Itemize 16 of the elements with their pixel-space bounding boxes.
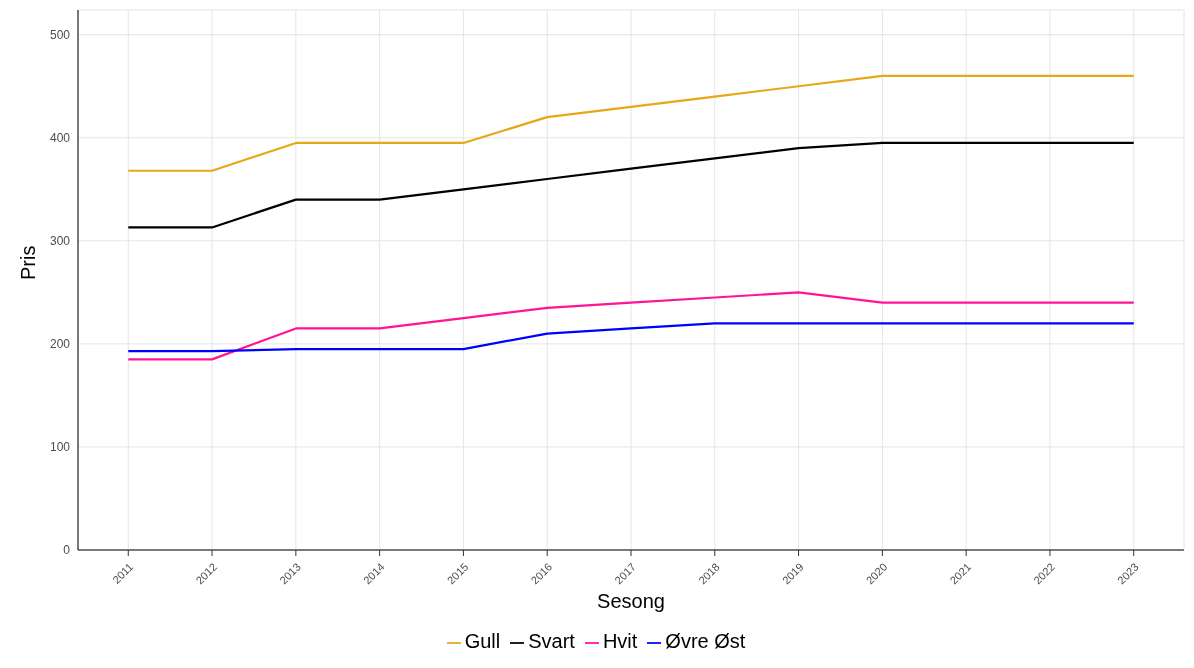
y-tick-label: 200 <box>49 337 71 352</box>
y-axis-title: Pris <box>17 245 40 280</box>
y-tick-label: 0 <box>63 543 71 558</box>
legend-label: Hvit <box>602 630 638 652</box>
y-tick-label: 400 <box>49 131 71 146</box>
y-tick-label: 300 <box>49 234 71 249</box>
line-series <box>127 291 1135 361</box>
y-tick-label: 100 <box>49 440 71 455</box>
y-tick-label: 500 <box>49 27 71 42</box>
line-series <box>127 322 1135 353</box>
x-axis-title: Sesong <box>597 590 665 612</box>
legend-label: Gull <box>464 630 501 652</box>
line-series <box>127 74 1135 172</box>
legend-label: Øvre Øst <box>665 630 746 652</box>
legend-label: Svart <box>528 630 575 652</box>
line-series <box>127 141 1135 229</box>
